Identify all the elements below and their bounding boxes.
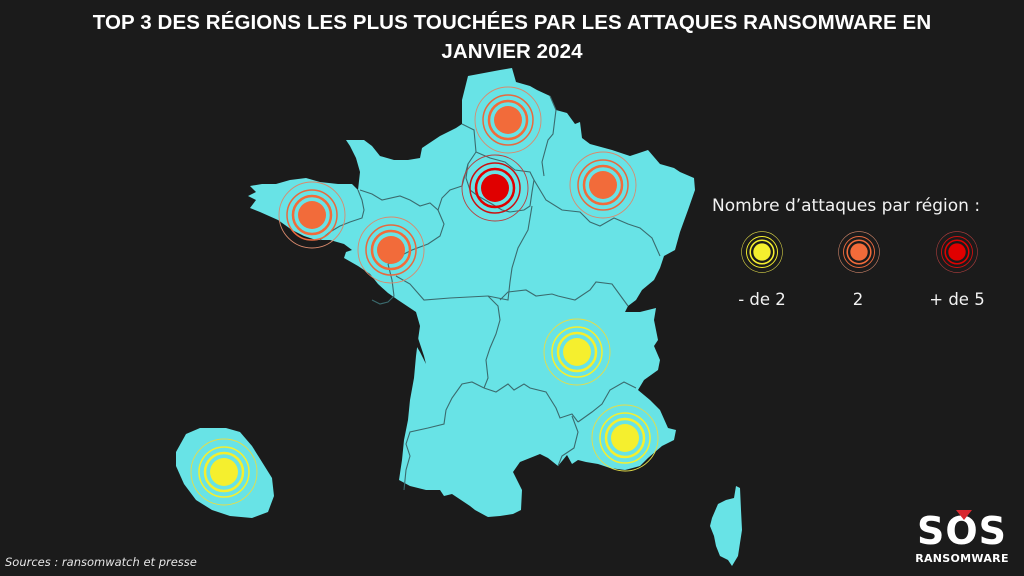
mainland-france: [248, 68, 695, 517]
sources-note: Sources : ransomwatch et presse: [5, 555, 197, 569]
legend-label-high: + de 5: [929, 290, 985, 309]
legend-icon-high: [935, 230, 979, 274]
legend-icon-medium: [837, 230, 881, 274]
title-line-1: TOP 3 DES RÉGIONS LES PLUS TOUCHÉES PAR …: [92, 11, 932, 34]
title-line-2: JANVIER 2024: [441, 40, 583, 63]
logo-triangle-icon: [956, 510, 972, 520]
page-title: TOP 3 DES RÉGIONS LES PLUS TOUCHÉES PAR …: [0, 8, 1024, 66]
legend-title: Nombre d’attaques par région :: [712, 196, 981, 216]
corsica: [710, 486, 742, 566]
legend-label-low: - de 2: [738, 290, 786, 309]
sos-ransomware-logo: SOS RANSOMWARE: [912, 509, 1012, 565]
legend-label-medium: 2: [852, 290, 864, 309]
legend-icon-low: [740, 230, 784, 274]
logo-sub: RANSOMWARE: [915, 552, 1009, 565]
region-borders: [319, 95, 661, 491]
logo-main: SOS: [916, 509, 1008, 553]
